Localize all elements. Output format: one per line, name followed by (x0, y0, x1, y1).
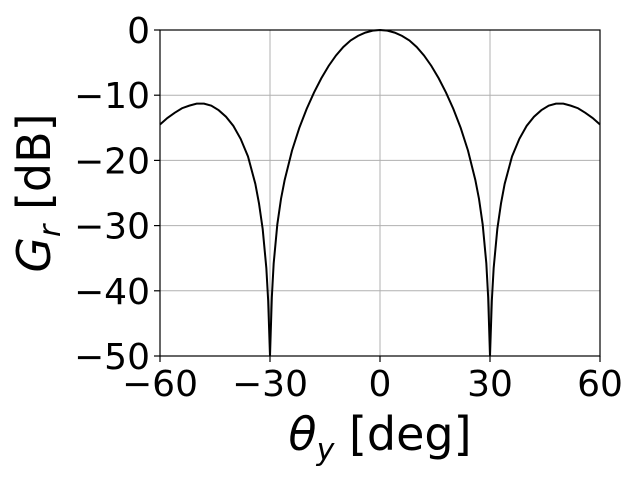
y-tick-label: −40 (74, 272, 150, 313)
y-tick-label: −20 (74, 141, 150, 182)
y-axis-label-subscript: r (33, 223, 68, 237)
x-tick-label: 30 (467, 364, 513, 405)
x-tick-label: −60 (122, 364, 198, 405)
y-tick-label: 0 (127, 11, 150, 52)
y-tick-label: −10 (74, 76, 150, 117)
x-axis-label: θy [deg] (288, 407, 471, 468)
x-tick-label: −30 (232, 364, 308, 405)
x-tick-label: 0 (369, 364, 392, 405)
y-tick-label: −50 (74, 337, 150, 378)
x-axis-label-subscript: y (316, 433, 336, 468)
y-axis-label-unit: [dB] (7, 113, 61, 224)
y-axis-label-symbol: G (7, 237, 61, 273)
x-axis-label-unit: [deg] (334, 407, 471, 461)
tick-marks (154, 29, 601, 362)
x-axis-label-symbol: θ (288, 407, 316, 461)
y-tick-label: −30 (74, 207, 150, 248)
x-tick-label: 60 (577, 364, 623, 405)
x-tick-labels: −60 −30 0 30 60 (122, 364, 623, 405)
y-tick-labels: 0 −10 −20 −30 −40 −50 (74, 11, 150, 378)
y-axis-label: Gr [dB] (7, 113, 68, 272)
